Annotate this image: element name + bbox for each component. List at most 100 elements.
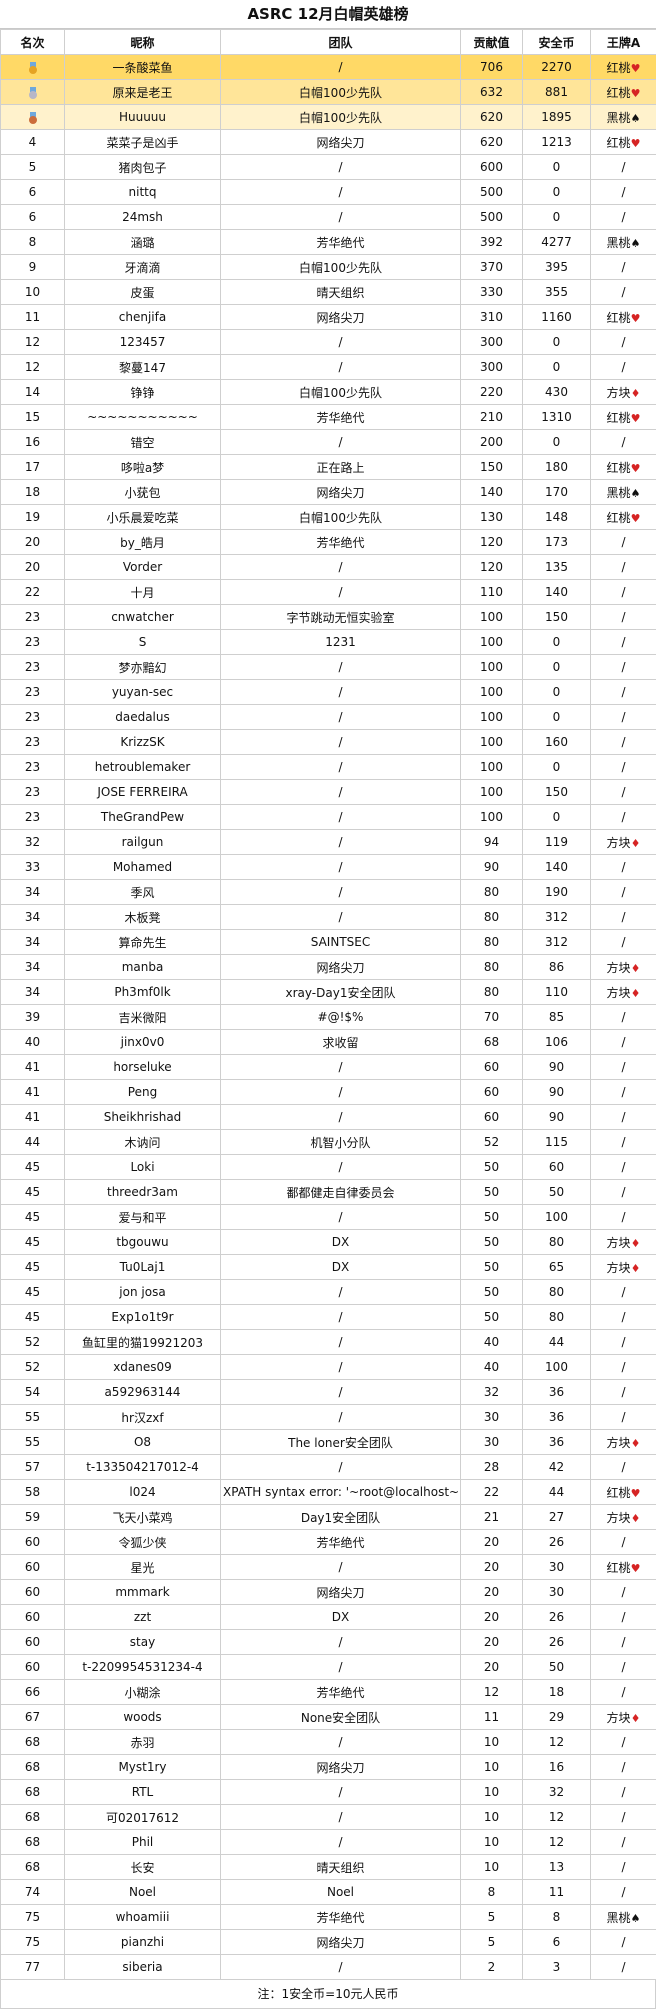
ace-label: /: [621, 1610, 625, 1624]
ace-label: /: [621, 585, 625, 599]
rank-cell: 23: [1, 605, 65, 630]
contribution-cell: 22: [461, 1480, 523, 1505]
ace-label: /: [621, 1010, 625, 1024]
nickname-cell: cnwatcher: [65, 605, 221, 630]
team-cell: /: [221, 1205, 461, 1230]
ace-cell: /: [591, 180, 656, 205]
team-cell: /: [221, 1830, 461, 1855]
team-cell: 白帽100少先队: [221, 380, 461, 405]
rank-cell: 14: [1, 380, 65, 405]
nickname-cell: 爱与和平: [65, 1205, 221, 1230]
rank-cell: 68: [1, 1805, 65, 1830]
nickname-cell: 令狐少侠: [65, 1530, 221, 1555]
coins-cell: 50: [523, 1655, 591, 1680]
coins-cell: 65: [523, 1255, 591, 1280]
rank-cell: 34: [1, 905, 65, 930]
rank-cell: 39: [1, 1005, 65, 1030]
contribution-cell: 2: [461, 1955, 523, 1980]
ace-cell: /: [591, 855, 656, 880]
ace-cell: /: [591, 605, 656, 630]
ace-cell: 方块♦: [591, 830, 656, 855]
contribution-cell: 80: [461, 980, 523, 1005]
contribution-cell: 52: [461, 1130, 523, 1155]
team-cell: 网络尖刀: [221, 1580, 461, 1605]
rank-cell: 44: [1, 1130, 65, 1155]
coins-cell: 27: [523, 1505, 591, 1530]
contribution-cell: 30: [461, 1405, 523, 1430]
ace-cell: /: [591, 1180, 656, 1205]
ace-label: /: [621, 760, 625, 774]
rank-cell: 60: [1, 1630, 65, 1655]
contribution-cell: 80: [461, 905, 523, 930]
spade-suit-icon: ♠: [631, 1912, 641, 1925]
contribution-cell: 120: [461, 530, 523, 555]
team-cell: /: [221, 1105, 461, 1130]
team-cell: /: [221, 1330, 461, 1355]
nickname-cell: 赤羽: [65, 1730, 221, 1755]
ace-label: /: [621, 1735, 625, 1749]
coins-cell: 190: [523, 880, 591, 905]
rank-cell: 5: [1, 155, 65, 180]
rank-cell: 23: [1, 680, 65, 705]
contribution-cell: 50: [461, 1155, 523, 1180]
rank-cell: 45: [1, 1280, 65, 1305]
team-cell: /: [221, 880, 461, 905]
rank-cell: 68: [1, 1830, 65, 1855]
rank-cell: 12: [1, 355, 65, 380]
contribution-cell: 120: [461, 555, 523, 580]
coins-cell: 90: [523, 1105, 591, 1130]
coins-cell: 430: [523, 380, 591, 405]
ace-cell: /: [591, 1355, 656, 1380]
contribution-cell: 50: [461, 1180, 523, 1205]
ace-cell: /: [591, 930, 656, 955]
coins-cell: 0: [523, 630, 591, 655]
nickname-cell: Ph3mf0lk: [65, 980, 221, 1005]
rank-cell: 41: [1, 1080, 65, 1105]
contribution-cell: 21: [461, 1505, 523, 1530]
heart-suit-icon: ♥: [631, 312, 641, 325]
nickname-cell: t-133504217012-4: [65, 1455, 221, 1480]
ace-label: 方块: [606, 386, 630, 400]
contribution-cell: 370: [461, 255, 523, 280]
contribution-cell: 100: [461, 805, 523, 830]
contribution-cell: 10: [461, 1805, 523, 1830]
coins-cell: 36: [523, 1405, 591, 1430]
ace-label: /: [621, 1635, 625, 1649]
coins-cell: 0: [523, 355, 591, 380]
team-cell: /: [221, 555, 461, 580]
contribution-cell: 32: [461, 1380, 523, 1405]
contribution-cell: 20: [461, 1655, 523, 1680]
contribution-cell: 5: [461, 1930, 523, 1955]
coins-cell: 135: [523, 555, 591, 580]
contribution-cell: 500: [461, 180, 523, 205]
ace-cell: 黑桃♠: [591, 480, 656, 505]
ace-cell: /: [591, 1330, 656, 1355]
coins-cell: 60: [523, 1155, 591, 1180]
ace-cell: 方块♦: [591, 1705, 656, 1730]
rank-cell: 45: [1, 1230, 65, 1255]
team-cell: /: [221, 1630, 461, 1655]
ace-cell: /: [591, 805, 656, 830]
ace-cell: 红桃♥: [591, 455, 656, 480]
team-cell: /: [221, 55, 461, 80]
team-cell: 鄱都健走自律委员会: [221, 1180, 461, 1205]
coins-cell: 0: [523, 705, 591, 730]
team-cell: 正在路上: [221, 455, 461, 480]
ace-label: /: [621, 1585, 625, 1599]
coins-cell: 0: [523, 430, 591, 455]
ace-label: /: [621, 635, 625, 649]
nickname-cell: jinx0v0: [65, 1030, 221, 1055]
rank-cell: 19: [1, 505, 65, 530]
coins-cell: 0: [523, 205, 591, 230]
coins-cell: 80: [523, 1230, 591, 1255]
rank-cell: 40: [1, 1030, 65, 1055]
header-row: 名次 昵称 团队 贡献值 安全币 王牌A: [1, 30, 656, 55]
ace-cell: /: [591, 1630, 656, 1655]
ace-label: 红桃: [606, 411, 630, 425]
rank-cell: 23: [1, 755, 65, 780]
team-cell: /: [221, 1380, 461, 1405]
